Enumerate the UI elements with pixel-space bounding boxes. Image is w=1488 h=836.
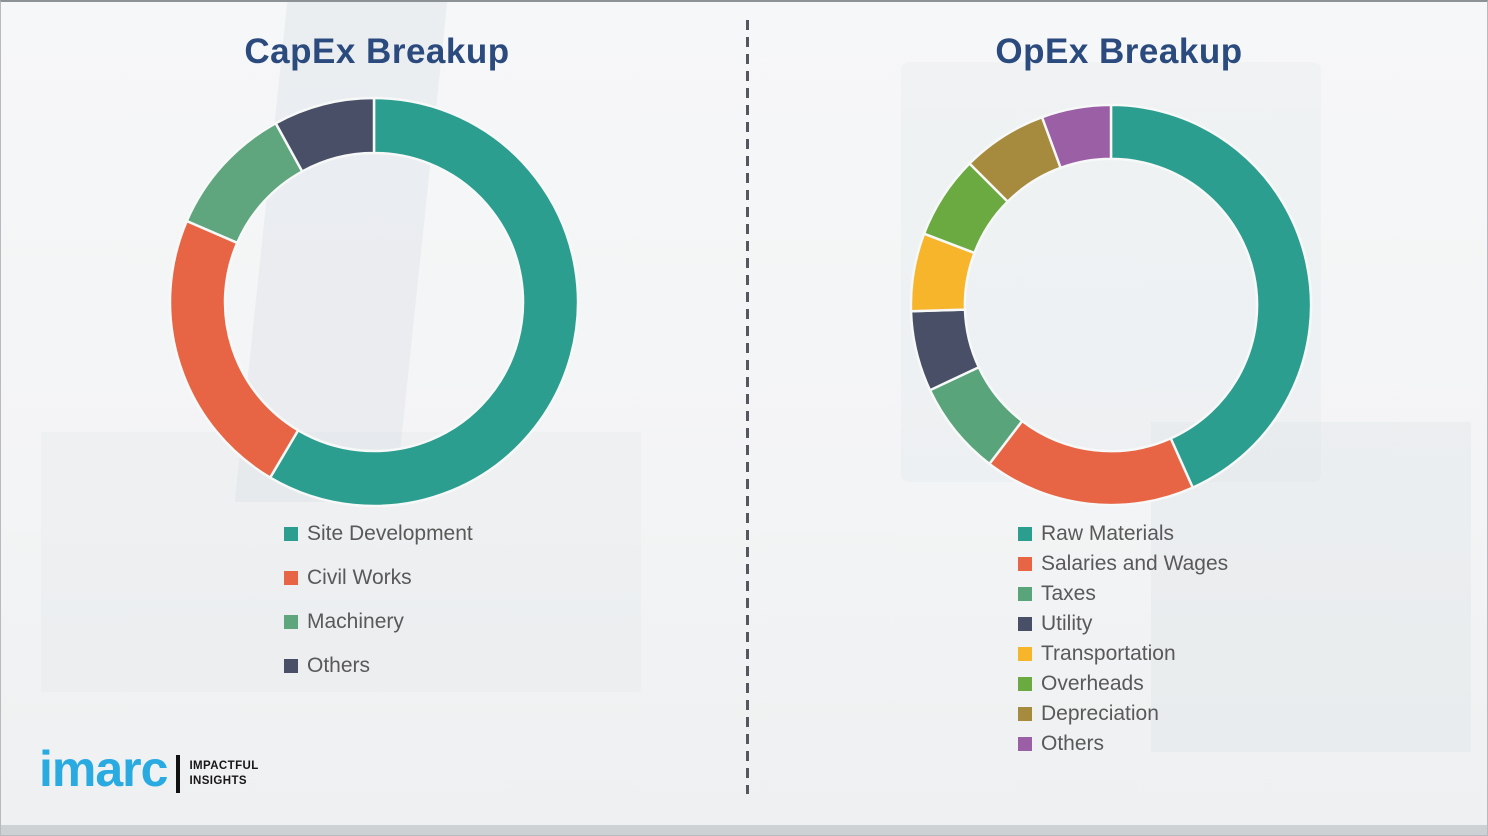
capex-chart-title: CapEx Breakup [244, 32, 510, 71]
capex-legend-swatch-machinery [284, 615, 298, 629]
capex-segment-others [274, 96, 376, 174]
opex-legend-label-others: Others [1041, 732, 1105, 755]
logo-tagline-line1: IMPACTFUL [189, 760, 259, 773]
capex-legend-label-site-development: Site Development [307, 522, 473, 545]
opex-legend-label-overheads: Overheads [1041, 672, 1144, 695]
capex-legend-swatch-others [284, 659, 298, 673]
opex-legend-swatch-utility [1018, 617, 1032, 631]
logo-tagline: IMPACTFUL INSIGHTS [189, 759, 258, 789]
opex-legend-item-depreciation: Depreciation [1018, 699, 1228, 729]
opex-legend-swatch-salaries-and-wages [1018, 557, 1032, 571]
opex-legend-item-others: Others [1018, 729, 1228, 759]
capex-donut-chart [168, 96, 580, 508]
opex-legend-item-overheads: Overheads [1018, 669, 1228, 699]
opex-legend-label-utility: Utility [1041, 612, 1093, 635]
opex-legend-label-salaries-and-wages: Salaries and Wages [1041, 552, 1229, 575]
opex-legend-label-raw-materials: Raw Materials [1041, 522, 1175, 545]
capex-legend-swatch-site-development [284, 527, 298, 541]
opex-legend-label-taxes: Taxes [1041, 582, 1096, 605]
capex-legend: Site Development Civil Works Machinery Othe… [284, 512, 473, 688]
imarc-brand-text: imarc [39, 741, 168, 797]
capex-legend-item-machinery: Machinery [284, 600, 473, 644]
opex-legend-item-transportation: Transportation [1018, 639, 1228, 669]
opex-legend-swatch-taxes [1018, 587, 1032, 601]
capex-legend-swatch-civil-works [284, 571, 298, 585]
capex-legend-label-civil-works: Civil Works [307, 566, 412, 589]
dashed-divider [746, 20, 749, 794]
opex-legend-swatch-overheads [1018, 677, 1032, 691]
opex-legend: Raw Materials Salaries and Wages Taxes Util… [1018, 519, 1228, 759]
opex-legend-item-utility: Utility [1018, 609, 1228, 639]
opex-legend-item-salaries-and-wages: Salaries and Wages [1018, 549, 1228, 579]
capex-legend-item-others: Others [284, 644, 473, 688]
capex-legend-label-others: Others [307, 654, 371, 677]
opex-legend-swatch-transportation [1018, 647, 1032, 661]
capex-segment-site-development [268, 96, 580, 508]
opex-legend-swatch-raw-materials [1018, 527, 1032, 541]
capex-legend-item-site-development: Site Development [284, 512, 473, 556]
opex-legend-label-transportation: Transportation [1041, 642, 1176, 665]
opex-segment-others [1040, 103, 1113, 170]
opex-segment-raw-materials [1109, 103, 1313, 490]
opex-legend-item-raw-materials: Raw Materials [1018, 519, 1228, 549]
capex-legend-label-machinery: Machinery [307, 610, 404, 633]
logo-separator-bar [176, 755, 181, 793]
bottom-edge-band [1, 825, 1487, 835]
opex-donut-chart [909, 103, 1313, 507]
capex-segment-civil-works [168, 219, 300, 480]
opex-legend-label-depreciation: Depreciation [1041, 702, 1159, 725]
logo-tagline-line2: INSIGHTS [189, 775, 247, 787]
opex-legend-item-taxes: Taxes [1018, 579, 1228, 609]
opex-chart-title: OpEx Breakup [995, 32, 1243, 71]
imarc-logo: imarc IMPACTFUL INSIGHTS [39, 744, 259, 794]
capex-legend-item-civil-works: Civil Works [284, 556, 473, 600]
opex-legend-swatch-others [1018, 737, 1032, 751]
opex-legend-swatch-depreciation [1018, 707, 1032, 721]
opex-segment-salaries-and-wages [987, 419, 1195, 507]
